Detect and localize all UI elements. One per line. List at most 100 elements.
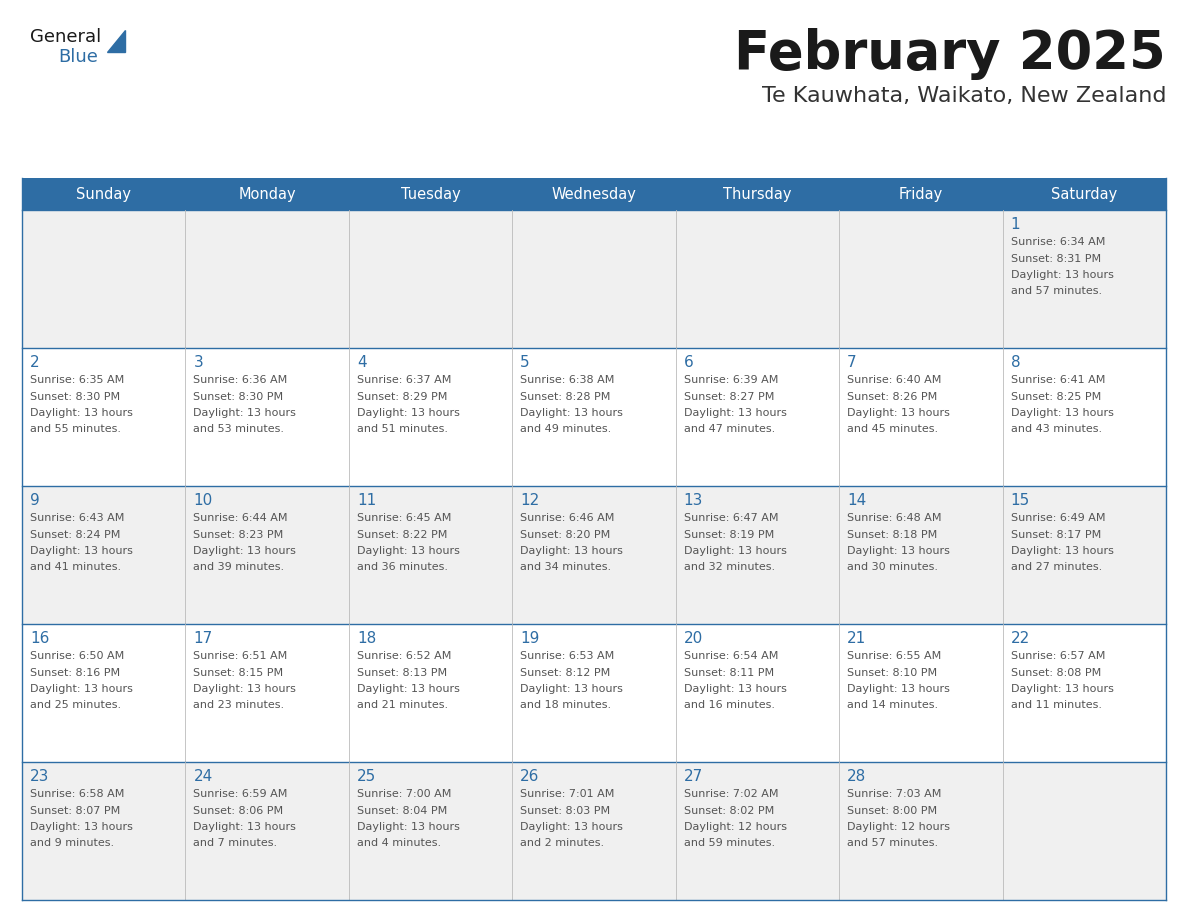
Text: Wednesday: Wednesday (551, 186, 637, 201)
Text: and 57 minutes.: and 57 minutes. (847, 838, 939, 848)
Text: Sunrise: 6:38 AM: Sunrise: 6:38 AM (520, 375, 614, 385)
Text: Sunset: 8:02 PM: Sunset: 8:02 PM (684, 805, 773, 815)
Text: Sunrise: 6:36 AM: Sunrise: 6:36 AM (194, 375, 287, 385)
Text: and 51 minutes.: and 51 minutes. (356, 424, 448, 434)
Text: 26: 26 (520, 769, 539, 784)
Text: Sunset: 8:27 PM: Sunset: 8:27 PM (684, 391, 775, 401)
Text: Tuesday: Tuesday (400, 186, 461, 201)
Text: Sunset: 8:19 PM: Sunset: 8:19 PM (684, 530, 773, 540)
Text: and 2 minutes.: and 2 minutes. (520, 838, 605, 848)
Text: Sunrise: 6:40 AM: Sunrise: 6:40 AM (847, 375, 942, 385)
Text: 18: 18 (356, 631, 377, 646)
Text: 14: 14 (847, 493, 866, 508)
Text: and 45 minutes.: and 45 minutes. (847, 424, 939, 434)
Text: and 53 minutes.: and 53 minutes. (194, 424, 284, 434)
Text: and 57 minutes.: and 57 minutes. (1011, 286, 1101, 297)
Text: Sunset: 8:03 PM: Sunset: 8:03 PM (520, 805, 611, 815)
Bar (23, 486, 1165, 624)
Text: Sunset: 8:15 PM: Sunset: 8:15 PM (194, 667, 284, 677)
Text: Sunrise: 6:34 AM: Sunrise: 6:34 AM (1011, 237, 1105, 247)
Text: Sunset: 8:23 PM: Sunset: 8:23 PM (194, 530, 284, 540)
Text: Daylight: 13 hours: Daylight: 13 hours (684, 408, 786, 418)
Text: 20: 20 (684, 631, 703, 646)
Text: and 41 minutes.: and 41 minutes. (30, 563, 121, 573)
Text: Saturday: Saturday (1051, 186, 1118, 201)
Text: Blue: Blue (58, 48, 97, 66)
Text: 28: 28 (847, 769, 866, 784)
Text: Daylight: 13 hours: Daylight: 13 hours (194, 408, 296, 418)
Text: Sunset: 8:08 PM: Sunset: 8:08 PM (1011, 667, 1101, 677)
Text: Sunrise: 6:39 AM: Sunrise: 6:39 AM (684, 375, 778, 385)
Text: and 43 minutes.: and 43 minutes. (1011, 424, 1101, 434)
Text: and 7 minutes.: and 7 minutes. (194, 838, 278, 848)
Polygon shape (107, 30, 125, 52)
Text: Sunrise: 6:50 AM: Sunrise: 6:50 AM (30, 651, 125, 661)
Text: Sunrise: 6:51 AM: Sunrise: 6:51 AM (194, 651, 287, 661)
Bar (23, 624, 1165, 762)
Text: 22: 22 (1011, 631, 1030, 646)
Text: and 23 minutes.: and 23 minutes. (194, 700, 285, 711)
Text: Sunrise: 7:03 AM: Sunrise: 7:03 AM (847, 789, 942, 799)
Text: Daylight: 13 hours: Daylight: 13 hours (194, 822, 296, 832)
Text: and 30 minutes.: and 30 minutes. (847, 563, 939, 573)
Text: Daylight: 13 hours: Daylight: 13 hours (520, 684, 624, 694)
Text: Sunrise: 6:54 AM: Sunrise: 6:54 AM (684, 651, 778, 661)
Text: Daylight: 12 hours: Daylight: 12 hours (847, 822, 950, 832)
Text: Sunrise: 7:02 AM: Sunrise: 7:02 AM (684, 789, 778, 799)
Text: Sunrise: 6:58 AM: Sunrise: 6:58 AM (30, 789, 125, 799)
Text: Daylight: 13 hours: Daylight: 13 hours (356, 822, 460, 832)
Text: Sunset: 8:25 PM: Sunset: 8:25 PM (1011, 391, 1101, 401)
Bar (23, 178, 1165, 210)
Text: and 25 minutes.: and 25 minutes. (30, 700, 121, 711)
Text: Daylight: 13 hours: Daylight: 13 hours (1011, 684, 1113, 694)
Text: Daylight: 13 hours: Daylight: 13 hours (1011, 546, 1113, 556)
Text: Monday: Monday (239, 186, 296, 201)
Text: and 49 minutes.: and 49 minutes. (520, 424, 612, 434)
Text: and 59 minutes.: and 59 minutes. (684, 838, 775, 848)
Text: Sunset: 8:28 PM: Sunset: 8:28 PM (520, 391, 611, 401)
Text: 3: 3 (194, 355, 203, 370)
Text: Te Kauwhata, Waikato, New Zealand: Te Kauwhata, Waikato, New Zealand (762, 86, 1165, 106)
Text: Sunset: 8:18 PM: Sunset: 8:18 PM (847, 530, 937, 540)
Text: Daylight: 13 hours: Daylight: 13 hours (30, 408, 133, 418)
Text: Sunrise: 6:53 AM: Sunrise: 6:53 AM (520, 651, 614, 661)
Text: Sunset: 8:06 PM: Sunset: 8:06 PM (194, 805, 284, 815)
Text: 10: 10 (194, 493, 213, 508)
Text: 23: 23 (30, 769, 50, 784)
Text: Sunset: 8:20 PM: Sunset: 8:20 PM (520, 530, 611, 540)
Text: Sunset: 8:30 PM: Sunset: 8:30 PM (30, 391, 120, 401)
Text: Sunset: 8:29 PM: Sunset: 8:29 PM (356, 391, 447, 401)
Text: and 14 minutes.: and 14 minutes. (847, 700, 939, 711)
Text: Sunrise: 6:45 AM: Sunrise: 6:45 AM (356, 513, 451, 523)
Text: and 47 minutes.: and 47 minutes. (684, 424, 775, 434)
Text: and 4 minutes.: and 4 minutes. (356, 838, 441, 848)
Bar (23, 348, 1165, 486)
Text: 11: 11 (356, 493, 377, 508)
Text: 24: 24 (194, 769, 213, 784)
Text: 4: 4 (356, 355, 366, 370)
Text: Daylight: 13 hours: Daylight: 13 hours (356, 408, 460, 418)
Text: Sunday: Sunday (76, 186, 131, 201)
Text: Sunrise: 6:49 AM: Sunrise: 6:49 AM (1011, 513, 1105, 523)
Text: Sunrise: 6:37 AM: Sunrise: 6:37 AM (356, 375, 451, 385)
Text: 27: 27 (684, 769, 703, 784)
Text: Daylight: 13 hours: Daylight: 13 hours (520, 546, 624, 556)
Text: 5: 5 (520, 355, 530, 370)
Text: Sunrise: 6:52 AM: Sunrise: 6:52 AM (356, 651, 451, 661)
Text: Daylight: 13 hours: Daylight: 13 hours (684, 684, 786, 694)
Text: 2: 2 (30, 355, 39, 370)
Text: Daylight: 13 hours: Daylight: 13 hours (356, 684, 460, 694)
Text: Thursday: Thursday (723, 186, 791, 201)
Text: Sunrise: 6:44 AM: Sunrise: 6:44 AM (194, 513, 287, 523)
Text: 7: 7 (847, 355, 857, 370)
Text: Sunrise: 6:55 AM: Sunrise: 6:55 AM (847, 651, 941, 661)
Text: Sunrise: 6:41 AM: Sunrise: 6:41 AM (1011, 375, 1105, 385)
Text: Daylight: 13 hours: Daylight: 13 hours (1011, 270, 1113, 280)
Text: Sunset: 8:10 PM: Sunset: 8:10 PM (847, 667, 937, 677)
Text: 15: 15 (1011, 493, 1030, 508)
Text: Sunset: 8:26 PM: Sunset: 8:26 PM (847, 391, 937, 401)
Text: Sunset: 8:07 PM: Sunset: 8:07 PM (30, 805, 120, 815)
Text: and 18 minutes.: and 18 minutes. (520, 700, 612, 711)
Text: and 55 minutes.: and 55 minutes. (30, 424, 121, 434)
Text: Daylight: 13 hours: Daylight: 13 hours (684, 546, 786, 556)
